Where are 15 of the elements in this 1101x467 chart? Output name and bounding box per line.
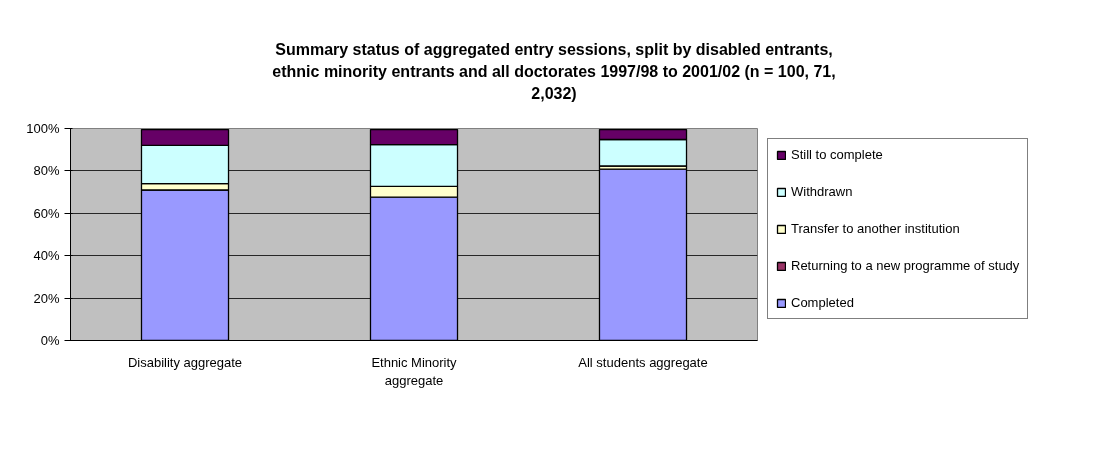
y-tick-label: 40% — [33, 248, 60, 264]
y-tick-label: 20% — [33, 290, 60, 306]
legend-label: Withdrawn — [791, 184, 853, 199]
legend-label: Completed — [791, 295, 854, 310]
chart-title: Summary status of aggregated entry sessions, split by disabled entrants, ethnic minority entrants and all doctorates 1997/98 to 2001/02 (n = 100, 71, 2,032) — [272, 40, 836, 104]
x-tick-label: Disability aggregate — [127, 354, 243, 370]
y-tick-label: 60% — [33, 205, 60, 221]
x-tick-label: All students aggregate — [578, 354, 708, 370]
legend-label: Still to complete — [791, 147, 883, 162]
x-tick-label: Ethnic Minority aggregate — [371, 354, 458, 388]
y-tick-label: 80% — [33, 163, 60, 179]
y-tick-label: 100% — [26, 121, 60, 136]
legend-label: Transfer to another institution — [791, 221, 960, 236]
y-tick-label: 0% — [40, 333, 60, 348]
legend-label: Returning to a new programme of study — [791, 258, 1020, 273]
